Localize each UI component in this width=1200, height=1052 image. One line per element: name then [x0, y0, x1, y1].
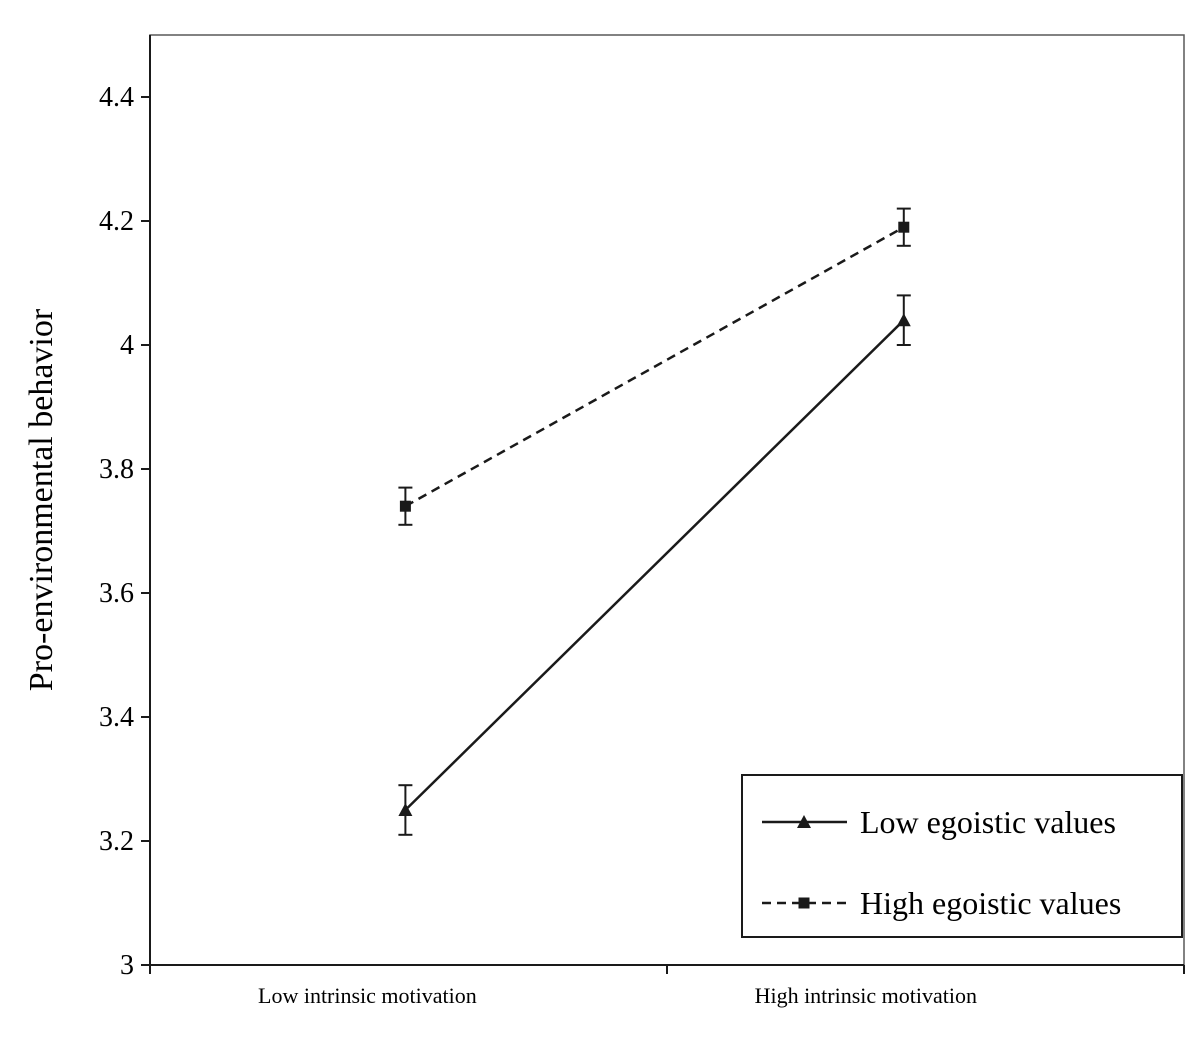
triangle-marker	[398, 803, 413, 816]
square-marker	[399, 500, 411, 512]
y-axis-title: Pro-environmental behavior	[23, 308, 60, 691]
x-category-label: High intrinsic motivation	[755, 983, 977, 1008]
legend-label: Low egoistic values	[860, 804, 1116, 840]
legend-label: High egoistic values	[860, 885, 1121, 921]
series-line-1	[404, 319, 905, 811]
y-tick-label: 4	[120, 330, 134, 361]
triangle-marker	[896, 313, 911, 327]
square-marker	[898, 221, 910, 233]
y-tick-label: 3.8	[99, 454, 134, 485]
y-tick-label: 3.6	[99, 578, 134, 609]
triangle-marker	[797, 815, 811, 828]
series-line-2	[404, 226, 905, 508]
y-tick-label: 4.4	[99, 82, 134, 113]
x-category-label: Low intrinsic motivation	[258, 983, 477, 1008]
legend-box	[741, 774, 1183, 938]
y-tick-label: 4.2	[99, 206, 134, 237]
y-tick-label: 3.2	[99, 826, 134, 857]
y-tick-label: 3	[120, 950, 134, 981]
y-tick-label: 3.4	[99, 702, 134, 733]
square-marker	[798, 897, 810, 909]
